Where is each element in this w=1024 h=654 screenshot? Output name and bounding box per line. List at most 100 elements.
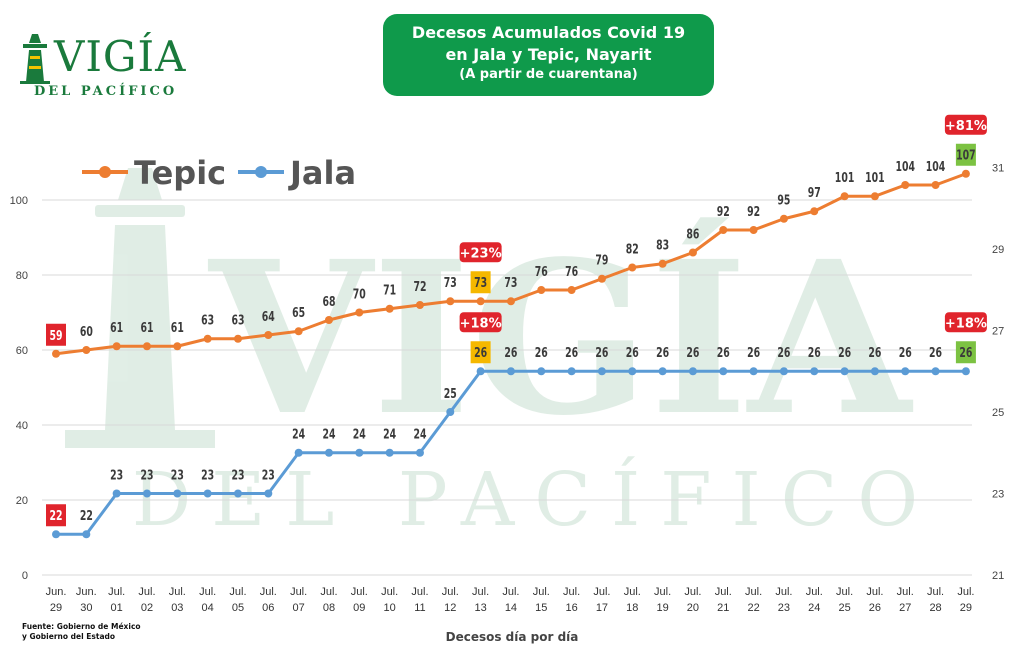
x-tick-label-day: 25: [838, 602, 850, 614]
annotation-badge: [944, 312, 987, 333]
data-label-jala: 26: [929, 345, 942, 361]
data-label-jala: 26: [626, 345, 639, 361]
x-tick-label-day: 05: [232, 602, 244, 614]
data-label-jala: 26: [899, 345, 912, 361]
y-axis-left: 0 20 40 60 80 100: [10, 195, 28, 582]
data-point-jala: [658, 367, 667, 376]
x-tick-label-month: Jul.: [836, 586, 853, 598]
data-label-jala: 23: [171, 467, 184, 483]
data-label-tepic: 59: [49, 327, 62, 343]
data-point-jala: [173, 489, 182, 498]
annotation-badge: [459, 242, 502, 263]
data-point-tepic: [901, 181, 910, 189]
x-tick-label-day: 27: [899, 602, 911, 614]
data-label-jala: 26: [717, 345, 730, 361]
data-label-jala: 26: [868, 345, 881, 361]
data-point-jala: [112, 489, 121, 498]
data-label-jala: 26: [777, 345, 790, 361]
data-point-tepic: [658, 259, 667, 268]
data-point-jala: [749, 367, 758, 376]
chart-subtitle: (A partir de cuarentana): [459, 67, 638, 82]
annotation-text: +18%: [945, 316, 987, 331]
data-label-jala: 26: [565, 345, 578, 361]
data-label-highlight: [470, 271, 491, 294]
data-label-jala: 23: [262, 467, 275, 483]
data-label-tepic: 71: [383, 282, 396, 298]
x-tick-label-day: 10: [384, 602, 396, 614]
lighthouse-icon: [20, 34, 50, 84]
x-tick-label-day: 26: [869, 602, 881, 614]
data-point-tepic: [233, 334, 242, 343]
data-label-jala: 26: [686, 345, 699, 361]
data-label-jala: 24: [292, 426, 305, 442]
data-label-jala: 22: [49, 508, 62, 524]
legend-label-tepic: Tepic: [134, 154, 226, 192]
data-label-highlight: [46, 504, 66, 527]
data-label-highlight: [46, 323, 66, 346]
data-label-tepic: 101: [835, 170, 855, 186]
data-point-tepic: [112, 342, 121, 351]
x-tick-label-day: 29: [960, 602, 972, 614]
x-tick-label-month: Jul.: [624, 586, 641, 598]
gridlines: [42, 199, 972, 576]
legend-marker-jala: [255, 166, 267, 178]
data-point-tepic: [870, 192, 879, 201]
data-point-tepic: [779, 214, 788, 223]
y-left-tick-label: 20: [16, 495, 28, 507]
data-label-tepic: 60: [80, 323, 93, 339]
y-right-tick-label: 31: [992, 163, 1004, 175]
data-label-tepic: 73: [444, 275, 457, 291]
data-label-tepic: 92: [747, 203, 760, 219]
x-tick-label-month: Jul.: [472, 586, 489, 598]
x-tick-label-day: 28: [929, 602, 941, 614]
data-label-tepic: 68: [322, 293, 335, 309]
data-point-tepic: [446, 297, 455, 306]
annotation-badge: [459, 312, 502, 333]
data-label-jala: 24: [413, 426, 426, 442]
x-tick-label-month: Jul.: [957, 586, 974, 598]
x-tick-label-month: Jul.: [351, 586, 368, 598]
data-label-tepic: 61: [110, 320, 123, 336]
y-right-tick-label: 25: [992, 407, 1004, 419]
x-tick-label-month: Jul.: [229, 586, 246, 598]
x-tick-label-month: Jul.: [866, 586, 883, 598]
data-label-tepic: 73: [474, 275, 487, 291]
data-label-jala: 26: [838, 345, 851, 361]
data-label-tepic: 79: [595, 252, 608, 268]
data-label-jala: 23: [201, 467, 214, 483]
data-label-tepic: 61: [171, 320, 184, 336]
data-point-tepic: [52, 349, 60, 358]
x-tick-label-month: Jul.: [411, 586, 428, 598]
data-label-tepic: 64: [262, 308, 275, 324]
data-point-jala: [385, 448, 394, 457]
data-point-jala: [355, 448, 364, 457]
watermark-subtitle: DEL PACÍFICO: [132, 455, 938, 543]
data-label-tepic: 63: [231, 312, 244, 328]
logo-subtitle: DEL PACÍFICO: [34, 84, 178, 99]
annotation-text: +18%: [460, 316, 502, 331]
data-label-tepic: 104: [926, 158, 946, 174]
x-tick-label-month: Jul.: [593, 586, 610, 598]
x-tick-label-day: 12: [444, 602, 456, 614]
data-point-jala: [961, 367, 970, 376]
data-point-tepic: [810, 207, 819, 216]
x-tick-label-month: Jul.: [654, 586, 671, 598]
y-right-tick-label: 29: [992, 244, 1004, 256]
data-label-jala: 22: [80, 508, 93, 524]
data-label-tepic: 82: [626, 241, 639, 257]
data-label-tepic: 76: [565, 263, 578, 279]
data-label-jala: 25: [444, 385, 457, 401]
data-point-tepic: [931, 181, 940, 189]
data-label-jala: 23: [140, 467, 153, 483]
data-label-highlight: [470, 341, 491, 364]
data-label-tepic: 92: [717, 203, 730, 219]
data-point-tepic: [203, 334, 212, 343]
x-tick-label-month: Jul.: [502, 586, 519, 598]
y-left-tick-label: 60: [16, 345, 28, 357]
data-label-jala: 26: [808, 345, 821, 361]
x-tick-label-day: 04: [202, 602, 214, 614]
data-point-tepic: [597, 274, 606, 283]
x-tick-label-month: Jul.: [290, 586, 307, 598]
data-point-jala: [446, 408, 455, 416]
x-tick-label-month: Jun.: [76, 586, 97, 598]
